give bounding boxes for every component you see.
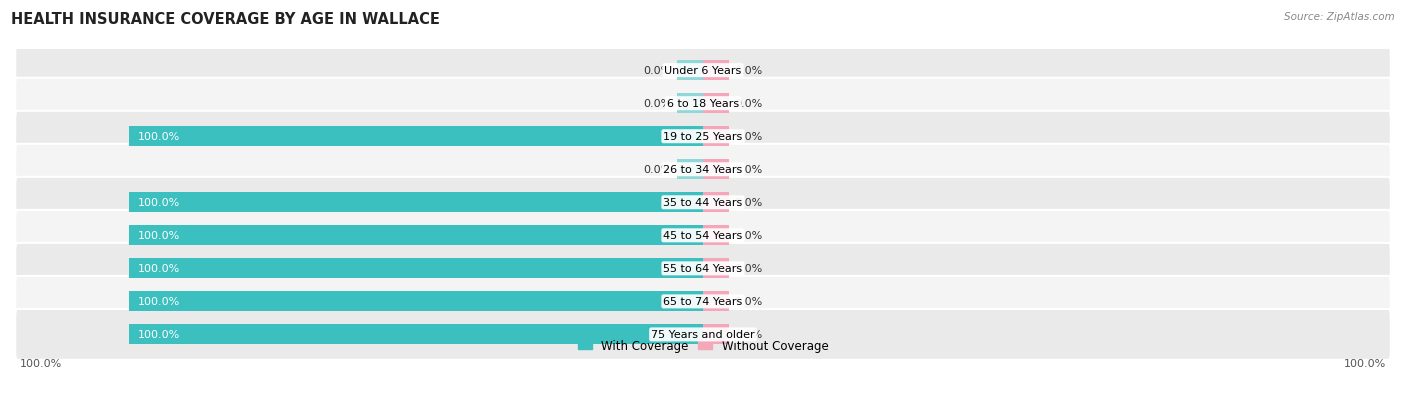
Text: 26 to 34 Years: 26 to 34 Years — [664, 165, 742, 175]
FancyBboxPatch shape — [15, 309, 1391, 360]
Bar — [678, 61, 703, 81]
Bar — [129, 325, 703, 344]
Text: 35 to 44 Years: 35 to 44 Years — [664, 198, 742, 208]
Text: 100.0%: 100.0% — [138, 132, 180, 142]
Text: 0.0%: 0.0% — [643, 165, 672, 175]
Bar — [703, 259, 728, 279]
Bar — [678, 94, 703, 114]
Text: 100.0%: 100.0% — [1344, 358, 1386, 368]
Bar — [703, 127, 728, 147]
FancyBboxPatch shape — [15, 112, 1391, 162]
Text: 0.0%: 0.0% — [643, 99, 672, 109]
Text: 0.0%: 0.0% — [643, 66, 672, 76]
Text: 0.0%: 0.0% — [734, 330, 763, 339]
Bar — [703, 160, 728, 180]
Text: 0.0%: 0.0% — [734, 198, 763, 208]
Bar — [703, 94, 728, 114]
FancyBboxPatch shape — [15, 210, 1391, 261]
Bar — [129, 226, 703, 246]
FancyBboxPatch shape — [15, 145, 1391, 195]
Bar — [703, 226, 728, 246]
Text: 0.0%: 0.0% — [734, 132, 763, 142]
Bar — [129, 292, 703, 311]
FancyBboxPatch shape — [15, 178, 1391, 228]
Bar — [703, 61, 728, 81]
Bar — [129, 259, 703, 279]
Text: Source: ZipAtlas.com: Source: ZipAtlas.com — [1284, 12, 1395, 22]
Text: 100.0%: 100.0% — [138, 330, 180, 339]
Text: 100.0%: 100.0% — [138, 264, 180, 274]
Text: 0.0%: 0.0% — [734, 231, 763, 241]
Text: 6 to 18 Years: 6 to 18 Years — [666, 99, 740, 109]
Text: 0.0%: 0.0% — [734, 66, 763, 76]
Text: HEALTH INSURANCE COVERAGE BY AGE IN WALLACE: HEALTH INSURANCE COVERAGE BY AGE IN WALL… — [11, 12, 440, 27]
Text: 0.0%: 0.0% — [734, 165, 763, 175]
Text: 0.0%: 0.0% — [734, 264, 763, 274]
Text: 19 to 25 Years: 19 to 25 Years — [664, 132, 742, 142]
Text: 0.0%: 0.0% — [734, 297, 763, 306]
Bar — [703, 193, 728, 213]
Bar — [703, 292, 728, 311]
Text: 100.0%: 100.0% — [138, 231, 180, 241]
Legend: With Coverage, Without Coverage: With Coverage, Without Coverage — [572, 334, 834, 356]
FancyBboxPatch shape — [15, 45, 1391, 96]
Text: 65 to 74 Years: 65 to 74 Years — [664, 297, 742, 306]
FancyBboxPatch shape — [15, 243, 1391, 294]
FancyBboxPatch shape — [15, 276, 1391, 327]
Bar — [678, 160, 703, 180]
Text: 75 Years and older: 75 Years and older — [651, 330, 755, 339]
Bar — [129, 193, 703, 213]
Text: 100.0%: 100.0% — [20, 358, 62, 368]
Bar — [129, 127, 703, 147]
Text: 55 to 64 Years: 55 to 64 Years — [664, 264, 742, 274]
Text: 45 to 54 Years: 45 to 54 Years — [664, 231, 742, 241]
Text: Under 6 Years: Under 6 Years — [665, 66, 741, 76]
Text: 0.0%: 0.0% — [734, 99, 763, 109]
Bar — [703, 325, 728, 344]
Text: 100.0%: 100.0% — [138, 297, 180, 306]
FancyBboxPatch shape — [15, 78, 1391, 129]
Text: 100.0%: 100.0% — [138, 198, 180, 208]
